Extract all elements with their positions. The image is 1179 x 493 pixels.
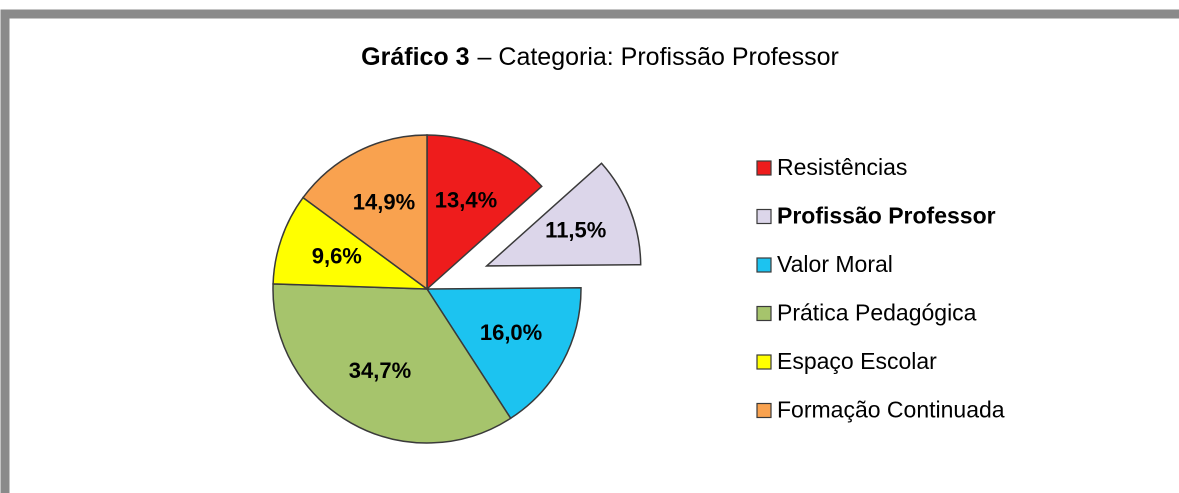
legend-label: Prática Pedagógica [777,300,977,326]
legend-label: Resistências [777,154,907,180]
pie-slice [426,134,543,291]
data-label: 16,0% [480,320,542,345]
data-label: 11,5% [545,217,606,242]
legend-label: Formação Continuada [777,397,1005,423]
legend-swatch [756,402,772,419]
data-label: 34,7% [349,358,411,383]
legend-label: Profissão Professor [777,203,996,229]
legend-swatch [756,257,772,273]
legend-label: Valor Moral [777,251,893,277]
title-text: – Categoria: Profissão Professor [478,43,839,71]
legend-swatch [756,305,772,322]
pie-slice [272,283,512,444]
data-label: 14,9% [353,190,415,215]
title-prefix: Gráfico 3 [361,43,469,71]
pie-slice [484,162,642,267]
legend-swatch [756,160,772,176]
data-label: 13,4% [435,188,497,213]
chart-title: Gráfico 3 – Categoria: Profissão Professo… [361,43,839,71]
legend-swatch [756,208,772,225]
pie-slice [425,287,582,420]
legend-label: Espaço Escolar [777,348,937,374]
pie-slice [302,134,428,291]
legend-swatch [756,354,772,370]
frame [0,9,1179,493]
data-label: 9,6% [312,243,362,268]
pie-slice [272,196,430,290]
